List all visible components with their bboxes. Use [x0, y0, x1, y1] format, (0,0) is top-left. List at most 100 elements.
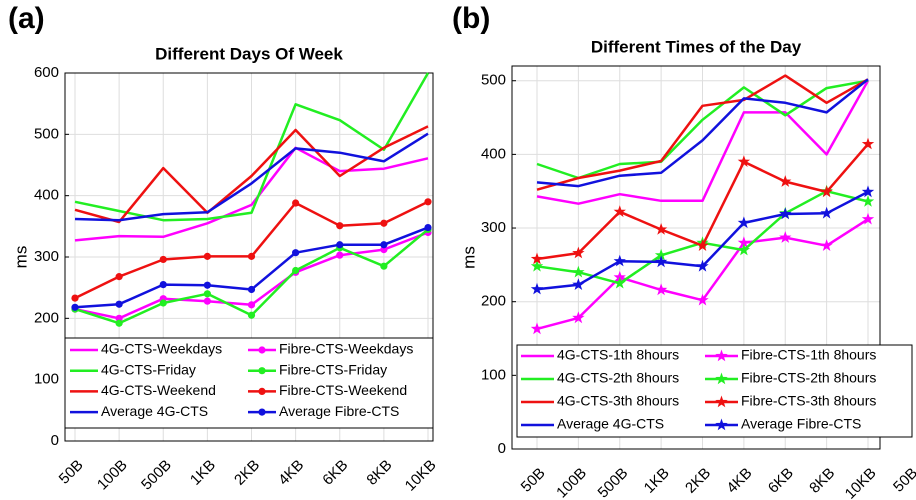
marker: [820, 185, 833, 198]
y-tick-label: 400: [34, 187, 59, 204]
legend-label: 4G-CTS-1th 8hours: [557, 347, 679, 363]
x-tick-label: 50B: [890, 465, 916, 496]
marker: [203, 281, 211, 289]
marker: [572, 278, 585, 290]
marker: [424, 198, 432, 206]
series-line: [536, 78, 869, 188]
y-tick-label: 200: [481, 293, 506, 310]
legend-box: [516, 344, 913, 438]
x-tick-label: 10KB: [842, 465, 880, 500]
legend-label: 4G-CTS-Weekdays: [101, 341, 222, 357]
x-tick-label: 500B: [595, 465, 632, 500]
legend-label: Fibre-CTS-3th 8hours: [741, 393, 876, 409]
marker: [247, 252, 256, 260]
marker: [861, 195, 875, 207]
legend-label: Fibre-CTS-Friday: [279, 361, 387, 377]
marker: [380, 262, 388, 270]
x-tick-label: 2KB: [231, 457, 263, 489]
x-tick-label: 8KB: [363, 457, 395, 489]
y-tick-label: 300: [34, 248, 59, 265]
chart-title: Different Times of the Day: [591, 37, 802, 56]
x-tick-label: 1KB: [187, 457, 219, 489]
marker: [159, 255, 167, 264]
marker: [115, 273, 123, 281]
chart-title: Different Days Of Week: [155, 44, 343, 63]
marker: [820, 239, 833, 251]
marker: [654, 223, 668, 235]
series-line: [536, 79, 869, 180]
y-tick-label: 100: [34, 371, 59, 388]
marker: [292, 199, 300, 207]
x-tick-label: 4KB: [275, 457, 307, 489]
x-tick-label: 500B: [138, 457, 175, 494]
y-tick-label: 0: [51, 432, 59, 449]
series-line: [74, 132, 429, 222]
marker: [530, 252, 544, 265]
panel-label: (b): [452, 2, 490, 35]
x-tick-label: 100B: [553, 465, 590, 500]
x-tick-label: 8KB: [806, 465, 838, 497]
plot-frame: [64, 72, 434, 442]
legend-label: Fibre-CTS-1th 8hours: [741, 347, 876, 363]
marker: [654, 255, 668, 268]
marker: [737, 236, 751, 248]
marker: [336, 251, 344, 259]
series-line: [74, 72, 430, 222]
marker: [203, 252, 211, 260]
x-tick-label: 6KB: [765, 465, 797, 497]
y-tick-label: 400: [481, 145, 506, 162]
y-tick-label: 500: [34, 125, 59, 142]
y-tick-label: 300: [481, 219, 506, 236]
legend-label: Average 4G-CTS: [557, 416, 664, 432]
marker: [572, 311, 585, 324]
legend-label: Fibre-CTS-2th 8hours: [741, 370, 876, 386]
y-tick-label: 0: [498, 440, 506, 457]
legend-label: Fibre-CTS-Weekend: [279, 382, 407, 398]
marker: [292, 266, 300, 275]
marker: [737, 216, 751, 229]
marker: [613, 276, 626, 289]
marker: [696, 293, 709, 306]
marker: [530, 259, 544, 272]
legend-marker: [258, 408, 266, 416]
marker: [779, 207, 792, 220]
marker: [572, 265, 585, 278]
legend-label: Average Fibre-CTS: [279, 403, 399, 419]
marker: [203, 297, 211, 305]
y-tick-label: 500: [481, 72, 506, 89]
legend-marker: [715, 395, 728, 408]
y-axis-label: ms: [459, 246, 478, 269]
marker: [336, 241, 344, 249]
marker: [159, 299, 167, 307]
marker: [247, 285, 256, 294]
marker: [247, 311, 256, 319]
marker: [530, 322, 544, 335]
x-tick-label: 2KB: [682, 465, 714, 497]
x-tick-label: 10KB: [402, 457, 440, 495]
x-tick-label: 6KB: [319, 457, 351, 489]
series-line: [536, 80, 870, 205]
legend-label: 4G-CTS-3th 8hours: [557, 393, 679, 409]
marker: [737, 155, 751, 167]
marker: [696, 239, 709, 251]
series-line: [74, 146, 429, 242]
x-tick-label: 100B: [94, 457, 131, 494]
marker: [654, 283, 668, 296]
y-tick-label: 100: [481, 366, 506, 383]
legend-marker: [715, 372, 728, 385]
legend-label: Fibre-CTS-Weekdays: [279, 341, 413, 357]
marker: [861, 212, 875, 225]
legend-marker: [258, 346, 266, 354]
y-tick-label: 600: [34, 64, 59, 81]
marker: [71, 294, 79, 302]
marker: [380, 219, 388, 227]
x-tick-label: 50B: [518, 465, 549, 496]
marker: [71, 303, 79, 311]
series-line: [536, 74, 869, 191]
marker: [613, 254, 626, 267]
marker: [779, 175, 792, 187]
marker: [159, 281, 167, 289]
marker: [530, 282, 544, 295]
legend-label: 4G-CTS-2th 8hours: [557, 370, 679, 386]
marker: [115, 300, 123, 308]
